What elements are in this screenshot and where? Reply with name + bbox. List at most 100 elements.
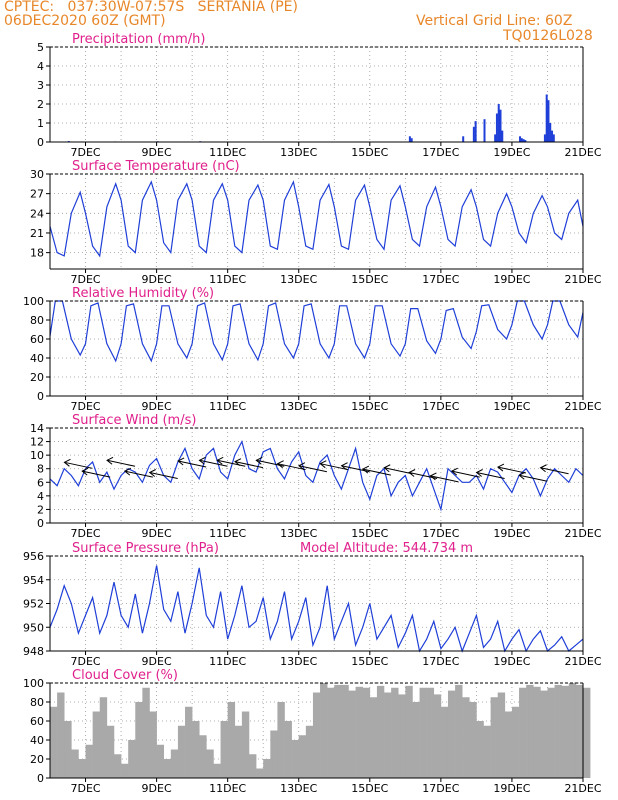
x-tick-label: 15DEC <box>351 655 388 668</box>
cloud-bar <box>64 721 72 778</box>
y-tick-label: 4 <box>37 490 44 503</box>
panel-5: 0 20 40 60 80 100 7DEC 9DEC 11DEC 13DEC 15DEC 17DEC… <box>23 668 602 795</box>
x-tick-label: 11DEC <box>209 527 246 540</box>
cloud-bar <box>412 702 420 778</box>
wind-arrow-head <box>123 467 132 476</box>
cloud-bar <box>341 684 349 778</box>
wind-arrow <box>106 459 136 467</box>
cloud-bar <box>57 692 65 778</box>
cloud-bar <box>583 687 591 778</box>
wind-arrow <box>277 463 306 471</box>
panel-title: Relative Humidity (%) <box>72 286 214 301</box>
cloud-bar <box>106 725 115 778</box>
wind-arrow-head <box>298 462 306 471</box>
x-tick-label: 11DEC <box>209 655 246 668</box>
x-tick-label: 13DEC <box>280 782 317 795</box>
wind-arrow-head <box>276 460 284 469</box>
wind-arrow-head <box>475 469 483 477</box>
precip-bar <box>499 109 502 142</box>
precip-bar <box>483 119 486 142</box>
cloud-bar <box>298 735 307 778</box>
y-tick-label: 24 <box>30 207 44 220</box>
precip-bar <box>497 104 500 142</box>
cloud-bar <box>462 697 470 778</box>
cloud-bar <box>128 740 136 778</box>
y-tick-label: 30 <box>30 168 44 181</box>
wind-arrow-head <box>539 464 547 473</box>
x-tick-label: 15DEC <box>351 527 388 540</box>
panel-2: 0 20 40 60 80 100 7DEC 9DEC 11DEC 13DEC 15DEC 17DEC… <box>23 286 602 413</box>
cloud-bar <box>490 697 499 778</box>
y-tick-label: 60 <box>30 715 44 728</box>
x-tick-label: 17DEC <box>422 400 459 413</box>
cloud-bar <box>256 768 264 778</box>
y-tick-label: 0 <box>37 136 44 149</box>
panel-4: 948 950 952 954 956 7DEC 9DEC 11DEC 13DEC 15DEC 17… <box>23 541 602 668</box>
cloud-bar <box>248 754 257 778</box>
x-tick-label: 15DEC <box>351 400 388 413</box>
cloud-bar <box>185 706 193 778</box>
y-tick-label: 80 <box>30 314 44 327</box>
cloud-bar <box>156 744 165 778</box>
y-tick-label: 100 <box>23 677 44 690</box>
cloud-bar <box>85 744 93 778</box>
wind-arrow-head <box>255 456 263 465</box>
cloud-bar <box>476 721 484 778</box>
cloud-bar <box>263 759 271 778</box>
y-tick-label: 0 <box>37 772 44 785</box>
x-tick-label: 9DEC <box>142 400 172 413</box>
cloud-bar <box>369 697 378 778</box>
wind-arrow <box>124 470 153 478</box>
cloud-bar <box>270 730 278 778</box>
y-tick-label: 100 <box>23 295 44 308</box>
cloud-bar <box>199 735 207 778</box>
x-tick-label: 17DEC <box>422 273 459 286</box>
x-tick-label: 13DEC <box>280 146 317 159</box>
cloud-bar <box>391 687 399 778</box>
wind-arrow <box>82 470 111 478</box>
cloud-bar <box>99 697 108 778</box>
precip-bar <box>519 136 522 142</box>
y-tick-label: 950 <box>23 621 44 634</box>
x-tick-label: 21DEC <box>564 146 601 159</box>
wind-arrow <box>217 459 246 467</box>
cloud-bar <box>234 725 243 778</box>
cloud-bar <box>440 706 449 778</box>
wind-arrow-head <box>148 469 156 477</box>
x-tick-label: 9DEC <box>142 146 172 159</box>
wind-arrow-head <box>383 464 391 473</box>
x-tick-label: 19DEC <box>493 782 530 795</box>
precip-bar <box>552 134 555 142</box>
cloud-bar <box>554 684 562 778</box>
wind-arrow-head <box>81 467 89 476</box>
y-tick-label: 27 <box>30 188 44 201</box>
cloud-bar <box>241 711 250 778</box>
y-tick-label: 20 <box>30 753 44 766</box>
y-tick-label: 80 <box>30 696 44 709</box>
y-tick-label: 954 <box>23 574 44 587</box>
cloud-bar <box>504 711 513 778</box>
y-tick-label: 12 <box>30 436 44 449</box>
x-tick-label: 13DEC <box>280 527 317 540</box>
wind-arrow <box>298 465 328 473</box>
cloud-bar <box>113 754 122 778</box>
y-tick-label: 948 <box>23 645 44 658</box>
x-tick-label: 7DEC <box>70 527 100 540</box>
x-tick-label: 17DEC <box>422 146 459 159</box>
y-tick-label: 18 <box>30 247 44 260</box>
x-tick-label: 15DEC <box>351 273 388 286</box>
y-tick-label: 6 <box>37 476 44 489</box>
cloud-bar <box>305 725 314 778</box>
precip-bar <box>474 121 477 142</box>
cloud-bar <box>348 690 356 778</box>
cloud-bar <box>213 763 221 778</box>
wind-arrow <box>430 475 459 483</box>
y-tick-label: 20 <box>30 371 44 384</box>
y-tick-label: 10 <box>30 449 44 462</box>
cloud-bar <box>511 706 520 778</box>
x-tick-label: 11DEC <box>209 400 246 413</box>
x-tick-label: 21DEC <box>564 400 601 413</box>
precip-bar <box>547 100 550 142</box>
y-tick-label: 956 <box>23 550 44 563</box>
wind-arrow-head <box>63 458 71 467</box>
